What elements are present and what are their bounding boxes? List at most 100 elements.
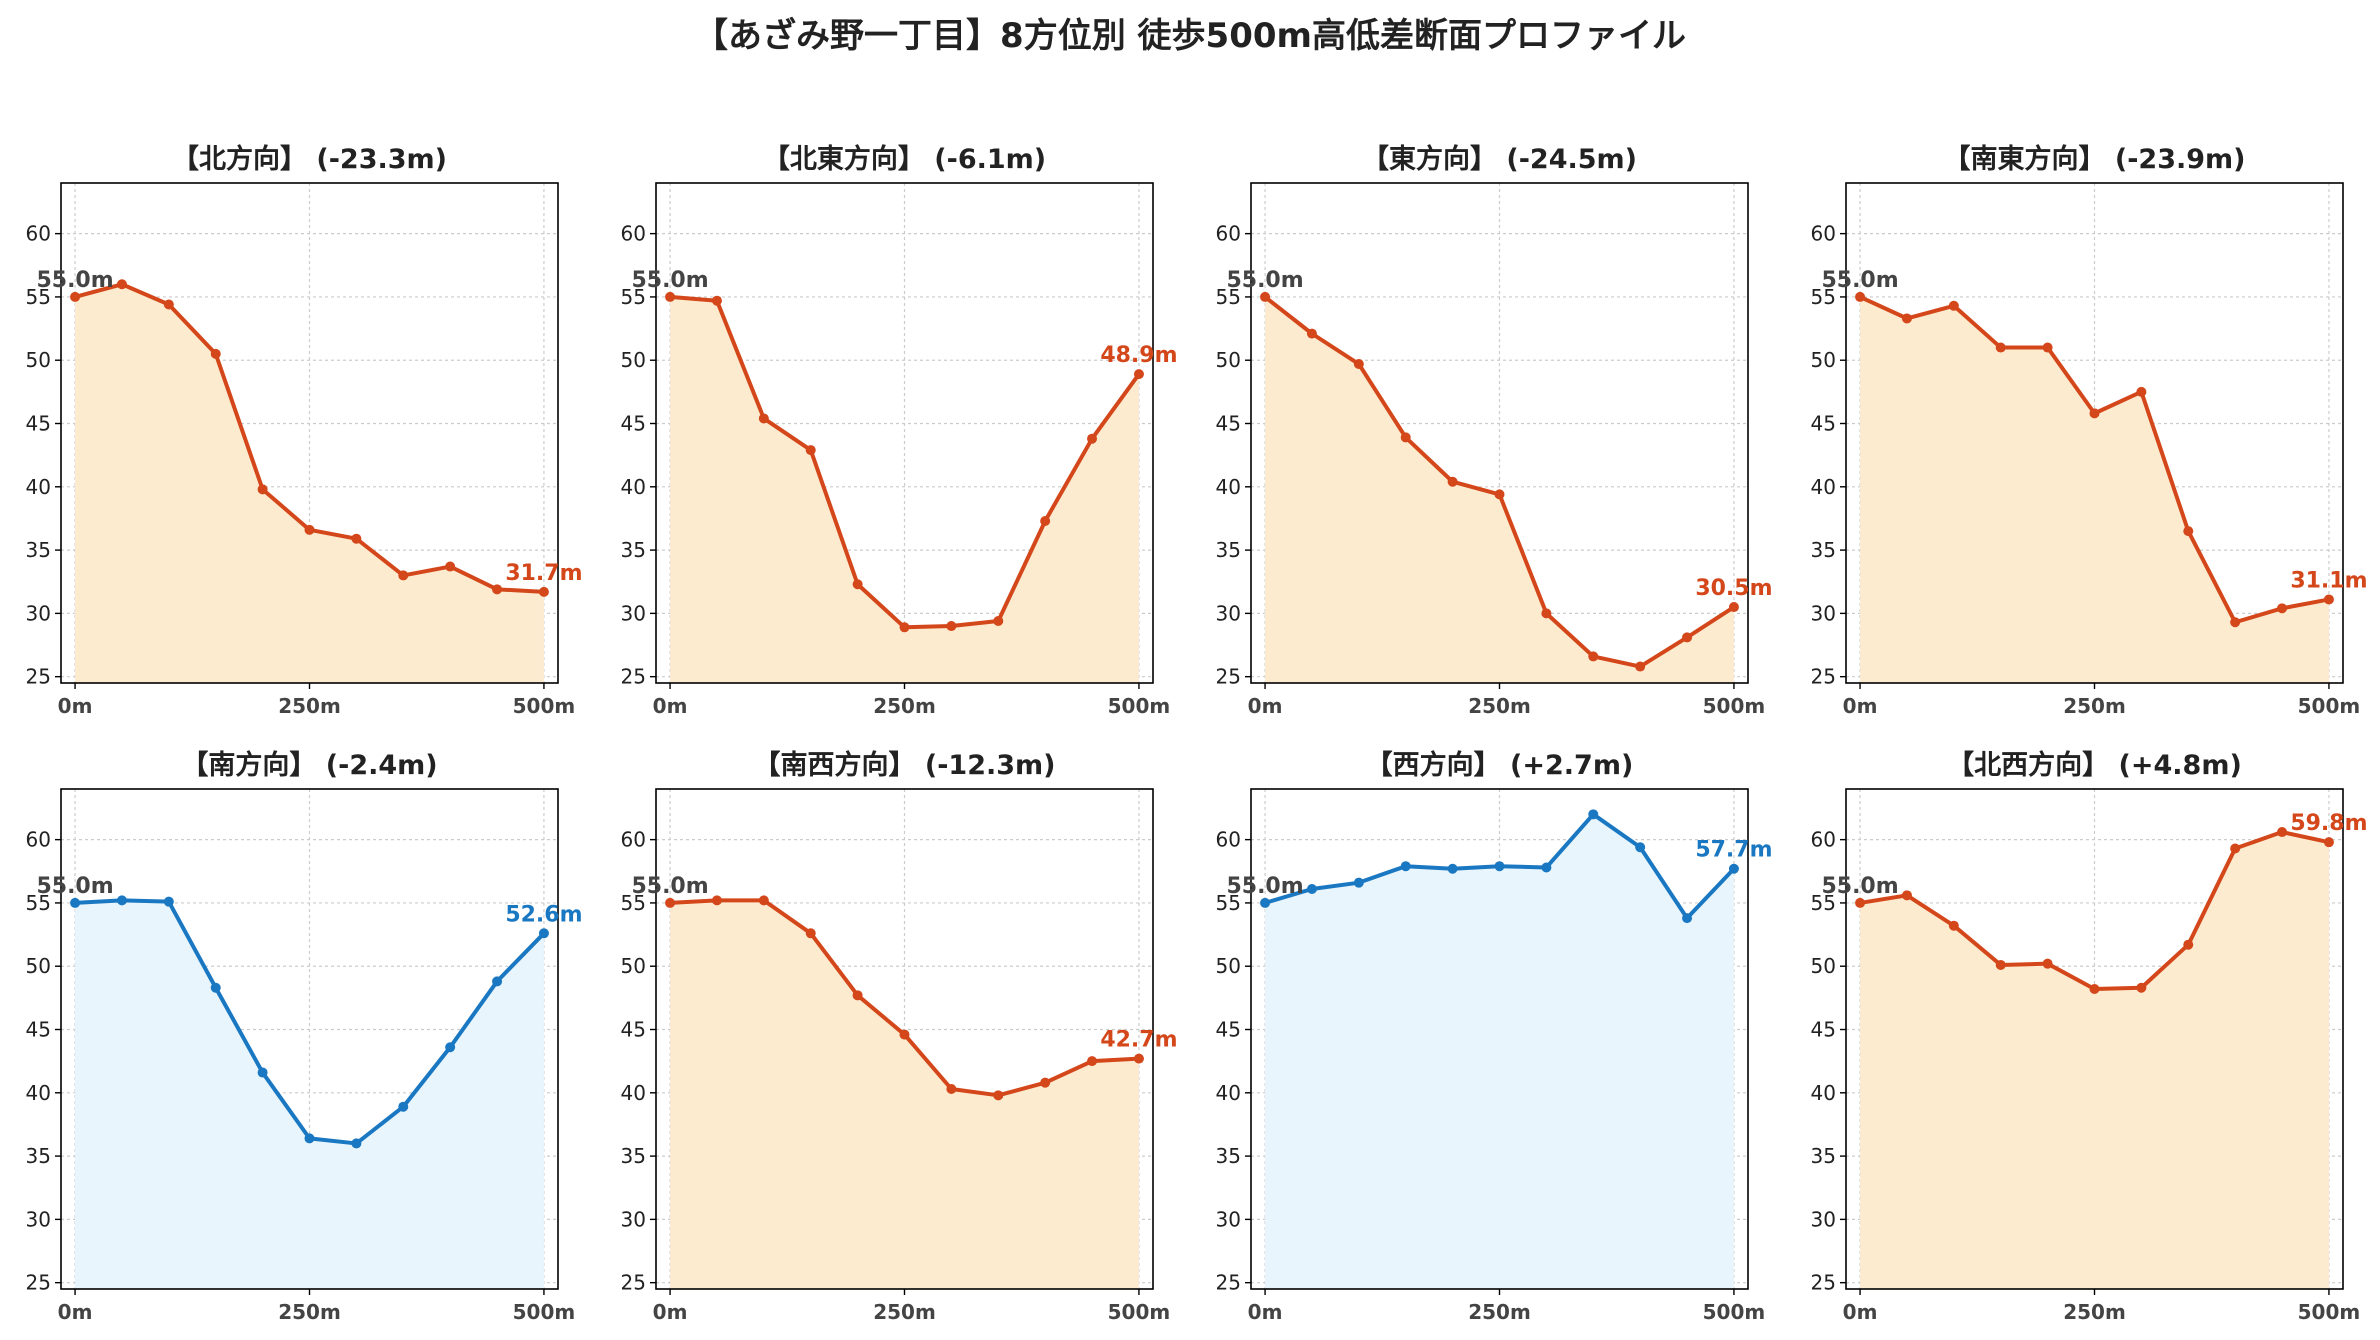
ytick-label: 55 <box>1811 285 1836 309</box>
data-point <box>1133 369 1144 380</box>
data-point <box>2042 958 2053 969</box>
data-point <box>1901 313 1912 324</box>
data-point <box>1635 842 1646 853</box>
ytick-label: 35 <box>621 538 646 562</box>
data-point <box>1682 913 1693 924</box>
ytick-label: 25 <box>1811 665 1836 689</box>
start-label: 55.0m <box>36 874 113 899</box>
data-point <box>2136 386 2147 397</box>
data-point <box>492 584 503 595</box>
ytick-label: 55 <box>1216 285 1241 309</box>
data-point <box>492 976 503 987</box>
ytick-label: 50 <box>26 954 51 978</box>
xtick-label: 0m <box>1248 1300 1283 1324</box>
start-label: 55.0m <box>36 268 113 293</box>
ytick-label: 35 <box>26 538 51 562</box>
ytick-label: 40 <box>621 475 646 499</box>
panel-title: 【南方向】 (-2.4m) <box>181 749 437 781</box>
ytick-label: 60 <box>1216 222 1241 246</box>
data-point <box>758 895 769 906</box>
ytick-label: 30 <box>26 601 51 625</box>
ytick-label: 60 <box>1811 222 1836 246</box>
start-label: 55.0m <box>631 268 708 293</box>
xtick-label: 500m <box>2298 694 2361 718</box>
ytick-label: 55 <box>1811 891 1836 915</box>
data-point <box>1635 661 1646 672</box>
end-label: 31.7m <box>505 561 582 586</box>
xtick-label: 250m <box>2063 1300 2126 1324</box>
data-point <box>257 484 268 495</box>
data-point <box>665 897 676 908</box>
data-point <box>163 299 174 310</box>
data-point <box>538 928 549 939</box>
ytick-label: 25 <box>26 1271 51 1295</box>
ytick-label: 30 <box>1216 601 1241 625</box>
ytick-label: 50 <box>621 954 646 978</box>
data-point <box>70 291 81 302</box>
end-label: 59.8m <box>2290 811 2367 836</box>
xtick-label: 500m <box>513 1300 576 1324</box>
chart-panel-8: 【北西方向】 (+4.8m) 25 30 35 40 45 50 55 60 0m 250m 500m… <box>1811 749 2368 1324</box>
ytick-label: 60 <box>621 828 646 852</box>
panel-title: 【北方向】 (-23.3m) <box>172 143 447 175</box>
area-fill <box>670 296 1139 683</box>
data-point <box>1087 1056 1098 1067</box>
data-point <box>1728 602 1739 613</box>
data-point <box>1855 897 1866 908</box>
data-point <box>1494 861 1505 872</box>
ytick-label: 45 <box>1216 412 1241 436</box>
data-point <box>1995 959 2006 970</box>
ytick-label: 35 <box>1216 538 1241 562</box>
ytick-label: 50 <box>1216 348 1241 372</box>
ytick-label: 50 <box>1216 954 1241 978</box>
ytick-label: 35 <box>1811 1144 1836 1168</box>
data-point <box>1855 291 1866 302</box>
panel-title: 【南西方向】 (-12.3m) <box>753 749 1055 781</box>
xtick-label: 250m <box>873 694 936 718</box>
xtick-label: 250m <box>2063 694 2126 718</box>
ytick-label: 55 <box>621 285 646 309</box>
data-point <box>993 615 1004 626</box>
data-point <box>398 1101 409 1112</box>
ytick-label: 30 <box>621 601 646 625</box>
ytick-label: 25 <box>1216 1271 1241 1295</box>
ytick-label: 60 <box>621 222 646 246</box>
panel-title: 【南東方向】 (-23.9m) <box>1943 143 2245 175</box>
data-point <box>711 895 722 906</box>
start-label: 55.0m <box>1821 268 1898 293</box>
data-point <box>398 570 409 581</box>
end-label: 42.7m <box>1100 1028 1177 1053</box>
ytick-label: 30 <box>1811 1207 1836 1231</box>
data-point <box>1260 897 1271 908</box>
end-label: 57.7m <box>1695 838 1772 863</box>
data-point <box>1040 515 1051 526</box>
ytick-label: 40 <box>1216 475 1241 499</box>
data-point <box>2183 939 2194 950</box>
data-point <box>1588 651 1599 662</box>
data-point <box>805 928 816 939</box>
ytick-label: 60 <box>1811 828 1836 852</box>
end-label: 48.9m <box>1100 343 1177 368</box>
ytick-label: 50 <box>26 348 51 372</box>
chart-panel-6: 【南西方向】 (-12.3m) 25 30 35 40 45 50 55 60 0m 250m 500… <box>621 749 1178 1324</box>
xtick-label: 0m <box>653 1300 688 1324</box>
ytick-label: 60 <box>1216 828 1241 852</box>
ytick-label: 55 <box>1216 891 1241 915</box>
ytick-label: 45 <box>621 1018 646 1042</box>
xtick-label: 500m <box>513 694 576 718</box>
data-point <box>899 622 910 633</box>
ytick-label: 35 <box>1216 1144 1241 1168</box>
area-fill <box>75 284 544 683</box>
data-point <box>2230 617 2241 628</box>
data-point <box>351 1138 362 1149</box>
data-point <box>2089 408 2100 419</box>
ytick-label: 30 <box>621 1207 646 1231</box>
ytick-label: 35 <box>26 1144 51 1168</box>
data-point <box>257 1067 268 1078</box>
ytick-label: 30 <box>1216 1207 1241 1231</box>
data-point <box>2277 827 2288 838</box>
end-label: 31.1m <box>2290 568 2367 593</box>
xtick-label: 250m <box>278 1300 341 1324</box>
data-point <box>805 445 816 456</box>
